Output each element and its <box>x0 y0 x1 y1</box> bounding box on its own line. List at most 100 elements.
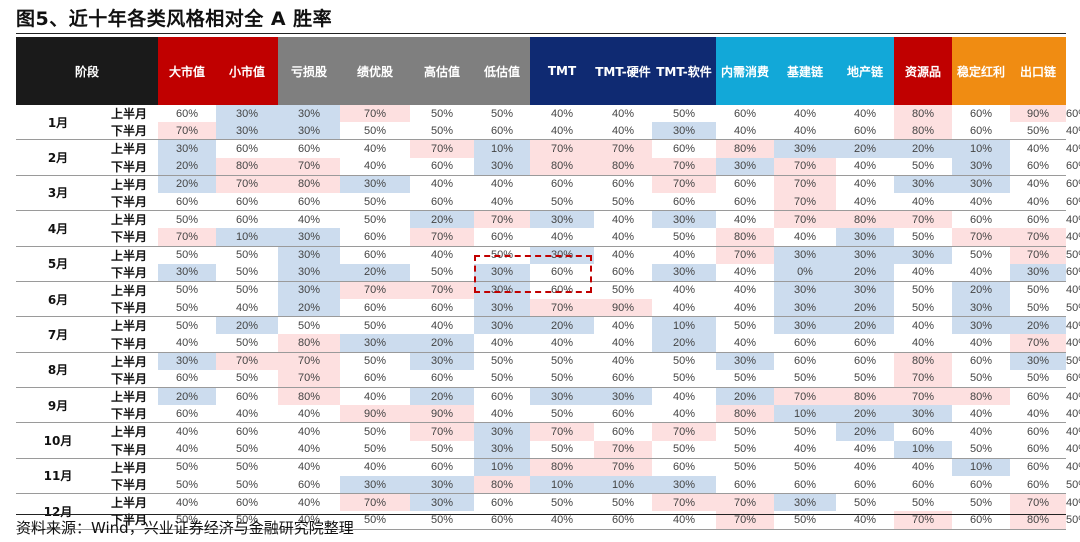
value-cell: 70% <box>774 157 837 176</box>
table-row: 下半月 60% 40% 40% 90% 90% 40% 50% 60% 40% 80% 10% 20% 3… <box>16 405 1080 424</box>
value-cell: 60% <box>474 511 531 530</box>
value-cell: 40% <box>716 263 775 282</box>
column-header: 大市值 <box>158 37 217 105</box>
column-header: 阶段 <box>16 37 159 105</box>
value-cell: 50% <box>410 263 475 282</box>
half-month-label: 下半月 <box>100 511 159 530</box>
value-cell: 50% <box>340 122 411 141</box>
value-cell: 20% <box>340 263 411 282</box>
value-cell: 50% <box>364 213 387 226</box>
half-month-label: 下半月 <box>100 440 159 459</box>
month-label: 9月 <box>16 387 100 424</box>
value-cell: 40% <box>952 405 1011 424</box>
value-cell: 20% <box>952 281 1011 300</box>
column-header: 低估值 <box>474 37 531 105</box>
month-label: 12月 <box>16 493 100 530</box>
value-cell: 30% <box>340 475 411 495</box>
value-cell: 70% <box>410 422 475 441</box>
half-month-label: 上半月 <box>111 354 148 369</box>
column-header: 高估值 <box>410 37 475 105</box>
value-cell: 70% <box>894 387 953 406</box>
figure-title: 图5、近十年各类风格相对全 A 胜率 <box>16 8 333 30</box>
month-label: 2月 <box>16 139 100 176</box>
value-cell: 50% <box>176 319 199 332</box>
value-cell: 20% <box>836 422 895 441</box>
value-cell: 20% <box>530 316 595 335</box>
value-cell: 50% <box>1010 299 1067 318</box>
value-cell: 70% <box>216 352 279 370</box>
value-cell: 30% <box>894 246 953 264</box>
value-cell: 30% <box>652 210 717 229</box>
value-cell: 40% <box>298 213 321 226</box>
value-cell: 10% <box>216 228 279 247</box>
value-cell: 50% <box>594 192 653 212</box>
value-cell: 20% <box>410 387 475 406</box>
value-cell: 60% <box>176 107 199 120</box>
value-cell: 50% <box>734 425 757 438</box>
value-cell: 40% <box>431 319 454 332</box>
value-cell: 60% <box>1027 425 1050 438</box>
table-row: 下半月 40% 50% 80% 30% 20% 40% 40% 40% 20% 40% 60% 60% 4… <box>16 334 1080 353</box>
value-cell: 40% <box>158 440 217 459</box>
value-cell: 40% <box>673 249 696 262</box>
value-cell: 60% <box>340 369 411 388</box>
value-cell: 30% <box>278 228 341 247</box>
value-cell: 80% <box>894 122 953 141</box>
value-cell: 50% <box>236 461 259 474</box>
half-month-label: 下半月 <box>100 192 159 212</box>
value-cell: 0% <box>774 263 837 282</box>
value-cell: 10% <box>774 405 837 424</box>
value-cell: 30% <box>158 139 217 158</box>
column-header: 稳定红利 <box>952 37 1011 105</box>
value-cell: 60% <box>431 461 454 474</box>
value-cell: 10% <box>952 139 1011 158</box>
value-cell: 70% <box>652 157 717 176</box>
value-cell: 30% <box>530 387 595 406</box>
value-cell: 40% <box>1010 405 1067 424</box>
value-cell: 60% <box>612 178 635 191</box>
value-cell: 30% <box>278 122 341 141</box>
value-cell: 40% <box>431 249 454 262</box>
value-cell: 70% <box>1010 228 1067 247</box>
column-header: TMT-软件 <box>652 37 717 105</box>
value-cell: 30% <box>774 281 837 300</box>
half-month-label: 下半月 <box>100 299 159 318</box>
value-cell: 40% <box>716 334 775 353</box>
value-cell: 60% <box>236 425 259 438</box>
value-cell: 70% <box>410 139 475 158</box>
value-cell: 60% <box>673 142 696 155</box>
value-cell: 30% <box>340 175 411 193</box>
value-cell: 40% <box>836 511 895 530</box>
value-cell: 30% <box>894 175 953 193</box>
value-cell: 60% <box>491 496 514 509</box>
value-cell: 50% <box>364 425 387 438</box>
value-cell: 50% <box>216 334 279 353</box>
value-cell: 50% <box>894 299 953 318</box>
value-cell: 20% <box>836 299 895 318</box>
half-month-label: 上半月 <box>111 142 148 157</box>
value-cell: 30% <box>530 210 595 229</box>
value-cell: 40% <box>176 425 199 438</box>
value-cell: 50% <box>952 369 1011 388</box>
value-cell: 60% <box>340 228 411 247</box>
table-row: 4月 上半月 50% 60% 40% 50% 20% 70% 30% 40% 30% 40% 70% 80… <box>16 210 1080 247</box>
value-cell: 40% <box>278 440 341 459</box>
value-cell: 50% <box>216 263 279 282</box>
value-cell: 50% <box>216 440 279 459</box>
month-label: 3月 <box>16 175 100 212</box>
value-cell: 70% <box>594 440 653 459</box>
value-cell: 60% <box>594 369 653 388</box>
half-month-label: 上半月 <box>111 213 148 228</box>
value-cell: 70% <box>1010 246 1067 264</box>
value-cell: 70% <box>894 511 953 530</box>
value-cell: 60% <box>774 334 837 353</box>
value-cell: 70% <box>340 281 411 300</box>
value-cell: 40% <box>970 425 993 438</box>
month-label: 10月 <box>16 422 100 459</box>
value-cell: 20% <box>836 316 895 335</box>
table-row: 1月 上半月 60% 30% 30% 70% 50% 50% 40% 40% 50% 60% 40% 40… <box>16 105 1080 141</box>
table-body: 1月 上半月 60% 30% 30% 70% 50% 50% 40% 40% 50% 60% 40% 40… <box>16 105 1080 530</box>
value-cell: 60% <box>298 142 321 155</box>
value-cell: 50% <box>236 284 259 297</box>
value-cell: 50% <box>673 355 696 368</box>
